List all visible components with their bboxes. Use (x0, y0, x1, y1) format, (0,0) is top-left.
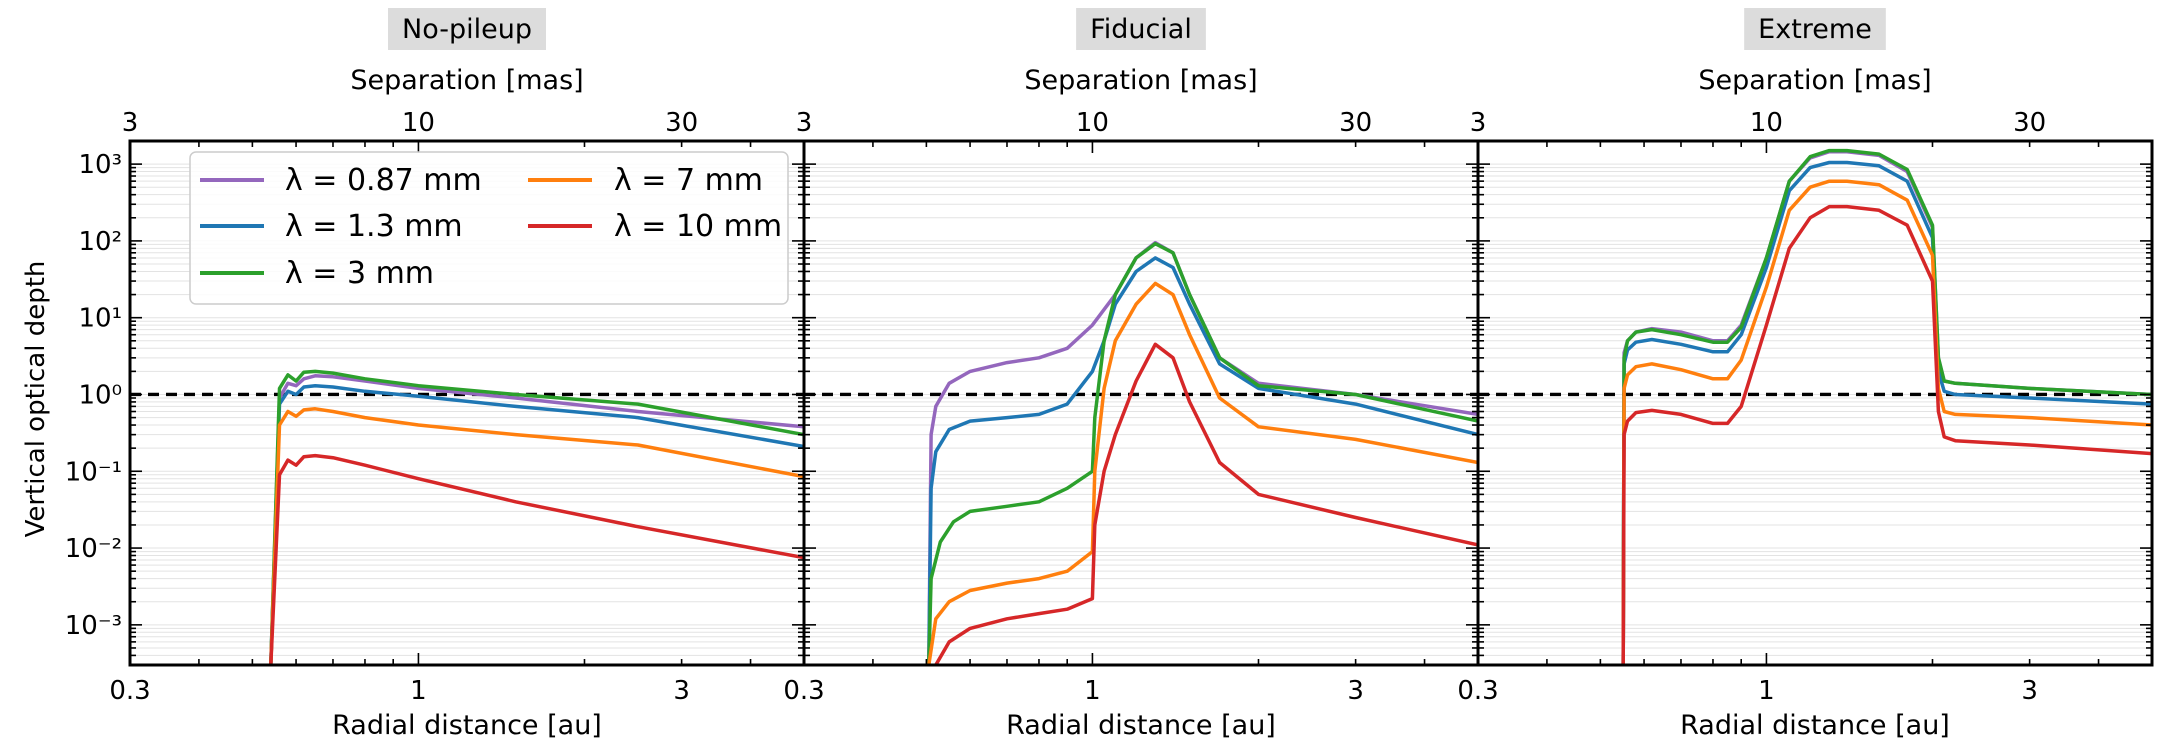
top-tick-label: 3 (796, 108, 813, 138)
grid-lines (1478, 140, 2152, 666)
series-line (1621, 148, 2152, 665)
series-line (1621, 204, 2152, 665)
panel-title: No-pileup (402, 14, 532, 45)
data-lines (804, 240, 1478, 665)
top-tick-label: 10 (1076, 108, 1109, 138)
y-tick-label: 10⁻² (65, 534, 122, 564)
legend-label: λ = 0.87 mm (285, 163, 482, 198)
x-tick-label: 1 (1758, 676, 1775, 706)
series-line (269, 369, 804, 665)
panel-title: Fiducial (1090, 14, 1192, 45)
series-line (269, 407, 804, 665)
legend-entry: λ = 10 mm (528, 209, 782, 244)
y-tick-label: 10² (78, 227, 122, 257)
top-axis-label: Separation [mas] (350, 65, 583, 96)
series-line (927, 241, 1478, 665)
x-axis-label: Radial distance [au] (1006, 710, 1276, 741)
panel-title-box (388, 8, 546, 50)
x-tick-label: 0.3 (783, 676, 824, 706)
x-tick-label: 1 (410, 676, 427, 706)
y-tick-label: 10⁰ (78, 380, 122, 410)
series-line (269, 453, 804, 665)
series-line (934, 342, 1478, 665)
top-tick-label: 30 (665, 108, 698, 138)
panel-title-box (1744, 8, 1886, 50)
top-tick-label: 3 (122, 108, 139, 138)
legend-entry: λ = 1.3 mm (200, 209, 463, 244)
top-axis-label: Separation [mas] (1698, 65, 1931, 96)
panel-title: Extreme (1758, 14, 1872, 45)
tick-labels: 0.3 1 3 3 10 30 10⁻³ 10⁻² 10⁻¹ 10⁰ 10¹ 10² 10³ (65, 108, 698, 706)
x-tick-label: 1 (1084, 676, 1101, 706)
top-tick-label: 10 (1750, 108, 1783, 138)
top-tick-label: 10 (402, 108, 435, 138)
x-tick-label: 0.3 (1457, 676, 1498, 706)
tick-labels: 0.3 1 3 3 10 30 (783, 108, 1372, 706)
data-lines (130, 369, 804, 665)
x-tick-label: 3 (673, 676, 690, 706)
x-tick-label: 3 (2021, 676, 2038, 706)
legend: λ = 0.87 mm λ = 1.3 mm λ = 3 mm λ = 7 mm… (189, 151, 789, 305)
panel-extreme: 0.3 1 33 10 30 Extreme Radial distance [au] … (1457, 8, 2154, 741)
axes-frame (1476, 139, 2154, 667)
series-line (927, 281, 1478, 665)
legend-label: λ = 10 mm (614, 209, 782, 244)
x-tick-label: 3 (1347, 676, 1364, 706)
top-tick-label: 30 (2013, 108, 2046, 138)
top-axis-label: Separation [mas] (1024, 65, 1257, 96)
legend-label: λ = 1.3 mm (285, 209, 463, 244)
legend-label: λ = 3 mm (285, 256, 434, 291)
series-line (1621, 179, 2152, 665)
x-axis-label: Radial distance [au] (1680, 710, 1950, 741)
top-tick-label: 30 (1339, 108, 1372, 138)
legend-entry: λ = 0.87 mm (200, 163, 482, 198)
y-tick-label: 10³ (78, 150, 122, 180)
x-tick-label: 0.3 (109, 676, 150, 706)
shared-ylabel: Vertical optical depth (21, 261, 51, 538)
y-tick-label: 10⁻³ (65, 611, 122, 641)
series-line (269, 383, 804, 665)
top-tick-label: 3 (1470, 108, 1487, 138)
legend-label: λ = 7 mm (614, 163, 763, 198)
y-tick-label: 10¹ (78, 304, 122, 334)
tick-labels: 0.3 1 3 3 10 30 (1457, 108, 2046, 706)
legend-entry: λ = 7 mm (528, 163, 763, 198)
panel-fiducial: 0.3 1 3 3 10 30 Fiducial Radial distance [au]… (783, 8, 1480, 741)
panel-title-box (1076, 8, 1206, 50)
series-line (269, 374, 804, 665)
y-tick-label: 10⁻¹ (65, 457, 122, 487)
legend-entry: λ = 3 mm (200, 256, 434, 291)
series-line (1621, 160, 2152, 665)
data-lines (1478, 148, 2152, 665)
legend-box (189, 151, 789, 305)
x-axis-label: Radial distance [au] (332, 710, 602, 741)
